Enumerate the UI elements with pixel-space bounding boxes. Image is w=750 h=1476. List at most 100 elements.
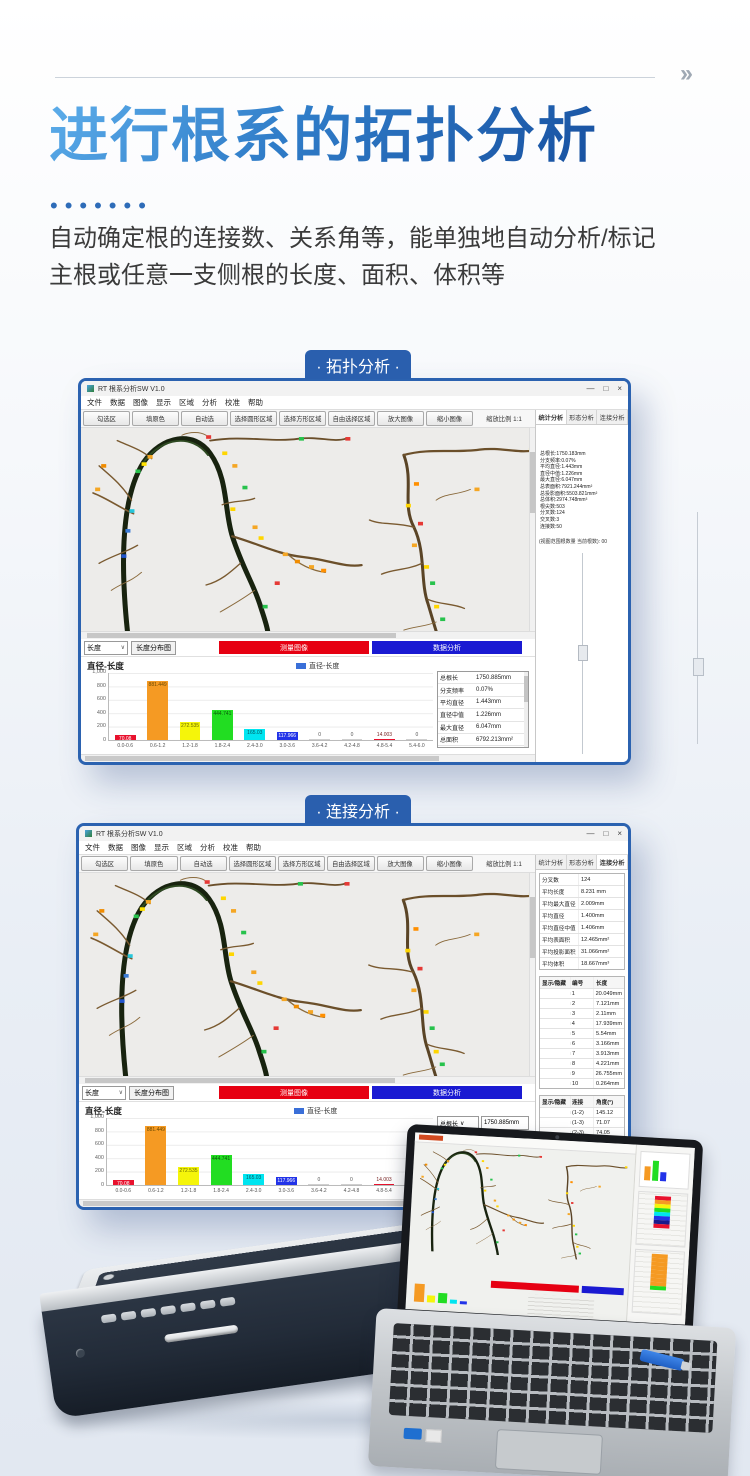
toolbar-button[interactable]: 选择圆形区域 bbox=[230, 411, 277, 426]
x-axis-label: 2.4-3.0 bbox=[245, 1188, 262, 1194]
menu-item[interactable]: 校准 bbox=[225, 398, 240, 407]
page-slider-handle[interactable] bbox=[693, 658, 704, 676]
toggle-cell[interactable] bbox=[540, 1062, 571, 1065]
canvas-horizontal-scrollbar[interactable] bbox=[79, 1076, 535, 1084]
menu-item[interactable]: 区域 bbox=[179, 398, 194, 407]
menu-item[interactable]: 区域 bbox=[177, 843, 192, 852]
toolbar-button[interactable]: 自动选 bbox=[179, 856, 227, 871]
toolbar-button[interactable]: 自由选择区域 bbox=[327, 856, 375, 871]
chevron-down-icon: ∨ bbox=[460, 1120, 465, 1127]
toggle-cell[interactable] bbox=[540, 1012, 571, 1015]
maximize-button[interactable]: □ bbox=[603, 384, 609, 393]
scanner-button[interactable] bbox=[120, 1310, 137, 1321]
toggle-cell[interactable] bbox=[540, 1052, 571, 1055]
length-dropdown[interactable]: 长度 ∨ bbox=[84, 640, 128, 655]
menu-item[interactable]: 分析 bbox=[202, 398, 217, 407]
canvas-horizontal-scrollbar[interactable] bbox=[81, 631, 535, 639]
table-scrollbar[interactable] bbox=[524, 672, 528, 747]
toggle-cell[interactable] bbox=[540, 1032, 571, 1035]
page-slider[interactable] bbox=[693, 512, 704, 744]
chart-stats-table[interactable]: 总根长 1750.885mm 分支频率 0.07% 平均直径 1.4 bbox=[437, 671, 529, 748]
menu-item[interactable]: 显示 bbox=[154, 843, 169, 852]
length-distribution-button[interactable]: 长度分布图 bbox=[129, 1085, 174, 1100]
stat-label: 总面积 bbox=[440, 738, 459, 745]
measure-image-button[interactable]: 测量图像 bbox=[219, 641, 369, 654]
scanner-button[interactable] bbox=[140, 1307, 157, 1318]
panel-tab[interactable]: 统计分析 bbox=[536, 855, 567, 869]
menu-item[interactable]: 帮助 bbox=[246, 843, 261, 852]
toggle-cell[interactable] bbox=[540, 1072, 571, 1075]
menu-item[interactable]: 数据 bbox=[110, 398, 125, 407]
app-icon bbox=[87, 385, 94, 392]
toggle-cell[interactable] bbox=[540, 1022, 571, 1025]
menu-item[interactable]: 校准 bbox=[223, 843, 238, 852]
panel-tab[interactable]: 统计分析 bbox=[536, 410, 567, 424]
toggle-cell[interactable] bbox=[540, 1042, 571, 1045]
data-analysis-button[interactable]: 数据分析 bbox=[372, 641, 522, 654]
menu-item[interactable]: 分析 bbox=[200, 843, 215, 852]
chart-bar: 70.08 0.0-0.6 bbox=[107, 1118, 140, 1194]
length-dropdown[interactable]: 长度 ∨ bbox=[82, 1085, 126, 1100]
window-bottom-scrollbar[interactable] bbox=[81, 754, 535, 762]
laptop-keyboard[interactable] bbox=[388, 1323, 718, 1434]
toolbar-button[interactable]: 选择方形区域 bbox=[279, 411, 326, 426]
toolbar-button[interactable]: 勾选区 bbox=[81, 856, 129, 871]
scanner-button[interactable] bbox=[199, 1299, 216, 1310]
laptop-touchpad[interactable] bbox=[494, 1428, 603, 1475]
canvas-vertical-scrollbar[interactable] bbox=[529, 428, 535, 631]
minimize-button[interactable]: — bbox=[586, 384, 595, 393]
menu-item[interactable]: 图像 bbox=[133, 398, 148, 407]
panel-tab[interactable]: 形态分析 bbox=[567, 855, 598, 869]
scanner-button[interactable] bbox=[160, 1305, 177, 1316]
panel-tab[interactable]: 连接分析 bbox=[597, 855, 628, 869]
segments-table[interactable]: 显示/隐藏 编号 长度 1 20.049mm bbox=[539, 976, 625, 1089]
toolbar-button[interactable]: 选择方形区域 bbox=[278, 856, 326, 871]
toolbar-button[interactable]: 自动选 bbox=[181, 411, 228, 426]
close-button[interactable]: × bbox=[617, 384, 622, 393]
scanner-button[interactable] bbox=[219, 1296, 236, 1307]
menu-item[interactable]: 数据 bbox=[108, 843, 123, 852]
menu-item[interactable]: 显示 bbox=[156, 398, 171, 407]
menu-item[interactable]: 文件 bbox=[87, 398, 102, 407]
toggle-cell[interactable] bbox=[540, 1002, 571, 1005]
toolbar-button[interactable]: 缩小图像 bbox=[425, 856, 473, 871]
menu-item[interactable]: 图像 bbox=[131, 843, 146, 852]
toggle-cell[interactable] bbox=[540, 1082, 571, 1085]
toolbar-button[interactable]: 填原色 bbox=[130, 856, 178, 871]
window-titlebar[interactable]: RT 根系分析SW V1.0 — □ × bbox=[79, 826, 628, 841]
panel-tab[interactable]: 形态分析 bbox=[567, 410, 598, 424]
length-distribution-button[interactable]: 长度分布图 bbox=[131, 640, 176, 655]
toolbar-button[interactable]: 自由选择区域 bbox=[328, 411, 375, 426]
toggle-cell[interactable] bbox=[540, 1121, 571, 1124]
toggle-cell[interactable] bbox=[540, 992, 571, 995]
scanner-button[interactable] bbox=[100, 1313, 117, 1324]
toolbar-button[interactable]: 放大图像 bbox=[376, 856, 424, 871]
segment-length: 3.166mm bbox=[596, 1040, 620, 1047]
window-bottom-scrollbar[interactable] bbox=[79, 1199, 535, 1207]
menu-item[interactable]: 文件 bbox=[85, 843, 100, 852]
toolbar-button[interactable]: 勾选区 bbox=[83, 411, 130, 426]
stat-value: 8.231 mm bbox=[581, 888, 606, 895]
toolbar-button[interactable]: 选择圆形区域 bbox=[228, 856, 276, 871]
measure-image-button[interactable]: 测量图像 bbox=[219, 1086, 369, 1099]
minimize-button[interactable]: — bbox=[586, 829, 595, 838]
toolbar-button[interactable]: 缩小图像 bbox=[426, 411, 473, 426]
data-analysis-button[interactable]: 数据分析 bbox=[372, 1086, 522, 1099]
root-image-canvas[interactable] bbox=[81, 428, 535, 631]
toggle-cell[interactable] bbox=[540, 1111, 571, 1114]
toolbar-button[interactable]: 放大图像 bbox=[377, 411, 424, 426]
y-tick: 200 bbox=[96, 723, 106, 730]
laptop-panel-chart bbox=[638, 1150, 691, 1190]
close-button[interactable]: × bbox=[617, 829, 622, 838]
maximize-button[interactable]: □ bbox=[603, 829, 609, 838]
panel-slider[interactable] bbox=[536, 545, 628, 762]
canvas-vertical-scrollbar[interactable] bbox=[529, 873, 535, 1076]
root-image-canvas[interactable] bbox=[79, 873, 535, 1076]
panel-tab[interactable]: 连接分析 bbox=[597, 410, 628, 424]
segment-length: 0.264mm bbox=[596, 1080, 620, 1087]
toolbar-button[interactable]: 填原色 bbox=[132, 411, 179, 426]
window-titlebar[interactable]: RT 根系分析SW V1.0 — □ × bbox=[81, 381, 628, 396]
slider-handle[interactable] bbox=[578, 644, 588, 661]
menu-item[interactable]: 帮助 bbox=[248, 398, 263, 407]
scanner-button[interactable] bbox=[180, 1302, 196, 1313]
